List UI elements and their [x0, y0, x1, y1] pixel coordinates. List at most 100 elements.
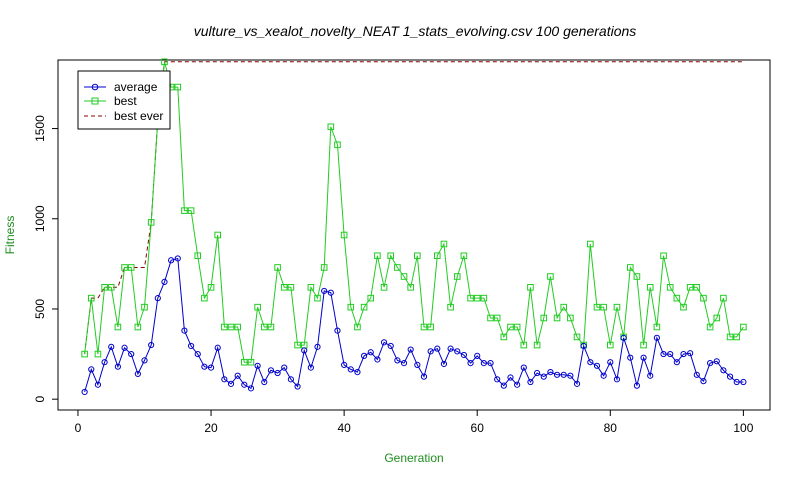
- point-average: [420, 373, 428, 380]
- point-average: [314, 343, 321, 350]
- point-average: [607, 359, 614, 366]
- point-average: [726, 373, 734, 380]
- point-average: [347, 366, 354, 373]
- point-best: [387, 252, 395, 260]
- point-average: [520, 364, 527, 371]
- point-best: [427, 323, 434, 331]
- point-best: [374, 252, 381, 260]
- y-tick-label: 0: [33, 396, 47, 403]
- point-best: [440, 240, 448, 248]
- point-average: [627, 354, 634, 361]
- point-average: [187, 342, 195, 350]
- point-average: [440, 360, 448, 368]
- point-best: [114, 323, 122, 331]
- point-best: [407, 284, 414, 291]
- point-best: [487, 314, 494, 322]
- point-average: [487, 359, 494, 367]
- point-average: [387, 342, 394, 350]
- legend-label-best-ever: best ever: [114, 109, 163, 123]
- point-best: [280, 284, 288, 291]
- point-best: [187, 207, 195, 214]
- point-best: [613, 303, 621, 311]
- point-average: [467, 359, 474, 367]
- point-average: [141, 357, 148, 364]
- legend-marker-average: [91, 83, 99, 91]
- point-average: [514, 381, 521, 388]
- legend-marker-best: [91, 97, 99, 105]
- legend: average best best ever: [77, 70, 171, 130]
- point-best: [227, 323, 235, 331]
- point-best: [666, 284, 674, 291]
- point-average: [134, 370, 141, 378]
- point-average: [500, 382, 507, 389]
- point-best: [134, 323, 142, 331]
- point-average: [593, 362, 601, 369]
- series-line-average: [84, 257, 744, 393]
- point-average: [307, 364, 314, 371]
- point-average: [400, 359, 408, 367]
- point-best: [87, 294, 95, 302]
- point-average: [740, 378, 747, 386]
- y-axis: 0 500 1000 1500: [33, 115, 59, 403]
- point-average: [94, 381, 102, 388]
- point-best: [480, 294, 488, 302]
- point-best: [520, 341, 528, 349]
- point-best: [640, 341, 647, 349]
- point-average: [360, 352, 368, 359]
- point-best: [606, 341, 614, 349]
- point-average: [587, 359, 594, 366]
- x-tick-label: 40: [337, 421, 351, 435]
- point-best: [633, 273, 641, 280]
- point-average: [733, 378, 740, 386]
- point-best: [473, 294, 481, 302]
- point-best: [553, 314, 561, 322]
- point-average: [707, 359, 714, 367]
- point-average: [354, 369, 361, 376]
- point-best: [600, 303, 607, 311]
- legend-box: [77, 70, 171, 130]
- point-best: [646, 284, 654, 291]
- point-average: [327, 289, 334, 296]
- point-average: [673, 359, 680, 366]
- point-average: [121, 344, 128, 351]
- point-average: [680, 350, 687, 358]
- point-best: [700, 294, 707, 302]
- chart-title: vulture_vs_xealot_novelty_NEAT 1_stats_e…: [194, 23, 637, 39]
- point-average: [527, 378, 534, 386]
- point-best: [394, 264, 401, 271]
- point-best: [247, 358, 255, 366]
- point-best: [660, 252, 667, 260]
- point-average: [274, 369, 281, 377]
- point-average: [168, 257, 175, 264]
- point-best: [380, 284, 388, 291]
- point-best: [560, 303, 568, 311]
- point-average: [267, 367, 275, 374]
- point-best: [207, 284, 215, 291]
- point-average: [108, 343, 115, 350]
- point-best: [733, 333, 741, 341]
- point-best: [540, 314, 548, 322]
- point-best: [127, 264, 135, 271]
- point-average: [600, 372, 607, 379]
- point-average: [227, 380, 235, 387]
- point-average: [660, 350, 667, 358]
- point-best: [334, 141, 341, 149]
- point-best: [174, 83, 182, 91]
- point-average: [613, 376, 621, 383]
- point-best: [686, 284, 694, 291]
- point-best: [320, 264, 328, 271]
- point-average: [720, 367, 727, 374]
- point-average: [128, 350, 135, 358]
- point-best: [740, 323, 747, 331]
- point-average: [494, 376, 501, 383]
- point-average: [560, 371, 567, 378]
- point-best: [513, 323, 521, 331]
- point-best: [400, 273, 408, 280]
- point-average: [254, 362, 261, 369]
- point-average: [480, 359, 487, 367]
- point-average: [181, 327, 188, 334]
- point-best: [161, 58, 168, 66]
- point-best: [121, 264, 128, 271]
- point-best: [241, 358, 248, 366]
- point-best: [680, 303, 687, 311]
